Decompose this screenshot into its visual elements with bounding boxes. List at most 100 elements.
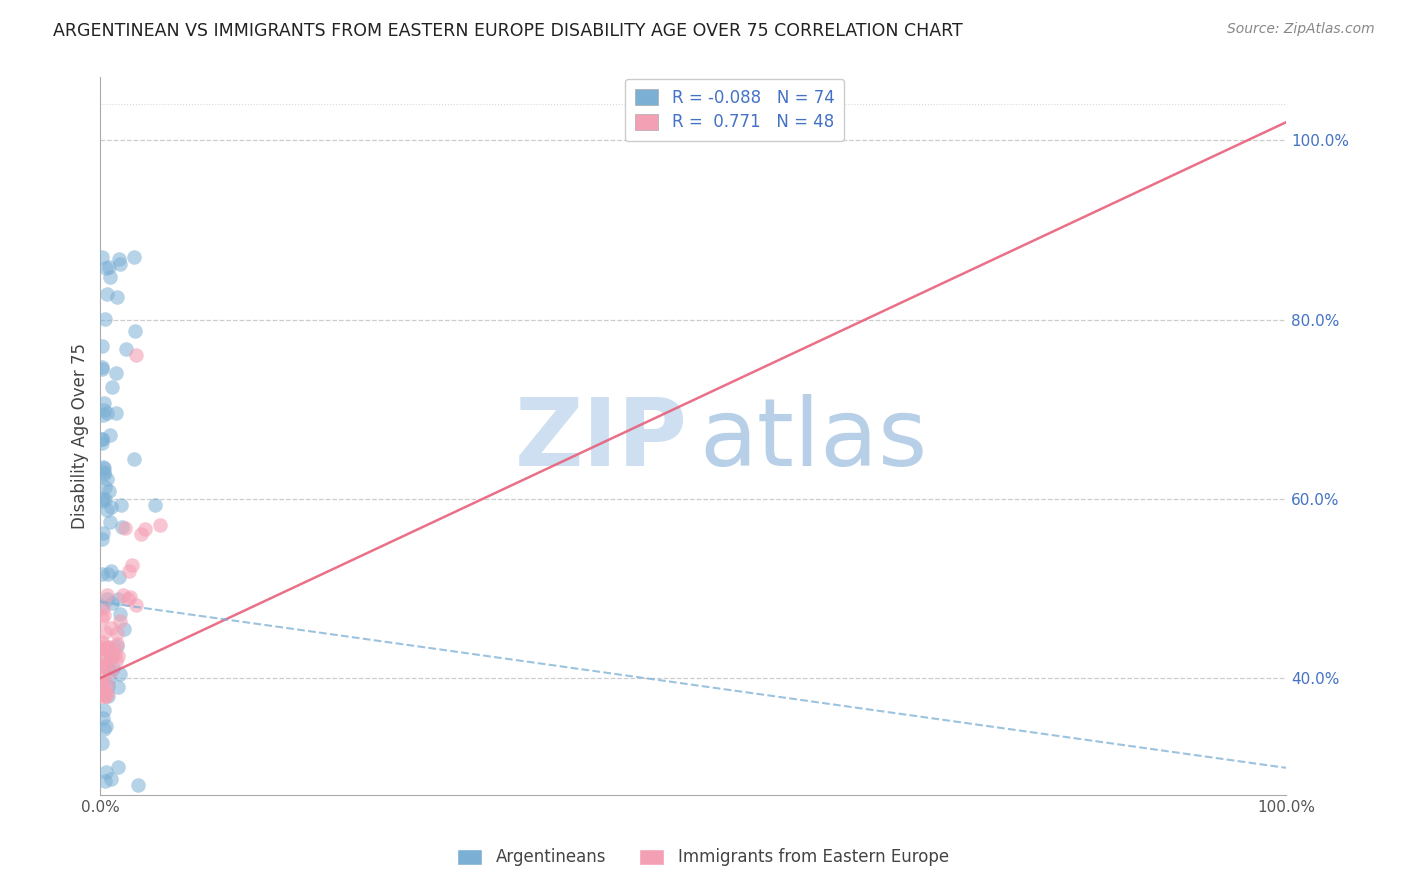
Point (91, 711, 114, 725)
Point (100, 564, 122, 578)
Point (101, 640, 124, 654)
Point (94, 689, 117, 703)
Point (100, 664, 122, 678)
Point (110, 498, 132, 512)
Point (94, 624, 117, 639)
Point (90, 436, 112, 450)
Point (148, 518, 170, 533)
Point (100, 772, 122, 786)
Point (96, 592, 118, 607)
Point (91, 491, 114, 506)
Point (120, 590, 142, 604)
Point (143, 498, 166, 512)
Point (122, 451, 145, 466)
Point (90, 677, 112, 691)
Point (107, 570, 129, 584)
Point (97, 566, 120, 581)
Point (90, 566, 112, 581)
Point (96, 472, 118, 486)
Point (96, 406, 118, 420)
Point (105, 625, 128, 640)
Point (93, 460, 115, 475)
Point (97, 483, 120, 498)
Point (90, 339, 112, 353)
Point (96, 641, 118, 656)
Point (127, 778, 149, 792)
Point (97, 640, 120, 654)
Point (124, 324, 146, 338)
Point (104, 647, 127, 661)
Point (114, 521, 136, 535)
Text: ZIP: ZIP (515, 393, 688, 485)
Point (90, 677, 112, 691)
Legend: Argentineans, Immigrants from Eastern Europe: Argentineans, Immigrants from Eastern Eu… (450, 842, 956, 873)
Point (93, 639, 115, 653)
Point (100, 650, 122, 665)
Point (112, 622, 135, 636)
Point (112, 588, 135, 602)
Point (93, 467, 115, 482)
Point (94, 311, 117, 326)
Point (93, 607, 115, 622)
Point (90, 361, 112, 376)
Point (93, 723, 115, 737)
Point (93, 661, 115, 675)
Point (105, 290, 128, 304)
Point (110, 614, 132, 628)
Point (104, 654, 127, 668)
Point (125, 598, 148, 612)
Point (90, 659, 112, 673)
Point (90, 250, 112, 264)
Point (93, 685, 115, 699)
Point (96, 689, 118, 703)
Point (94, 718, 117, 732)
Point (91, 460, 114, 475)
Point (98, 516, 121, 530)
Point (108, 257, 131, 271)
Point (98, 648, 121, 662)
Point (104, 406, 127, 420)
Point (90, 432, 112, 446)
Point (96, 588, 118, 602)
Point (96, 287, 118, 301)
Point (100, 596, 122, 610)
Point (93, 702, 115, 716)
Point (107, 252, 129, 266)
Point (90, 533, 112, 547)
Text: ARGENTINEAN VS IMMIGRANTS FROM EASTERN EUROPE DISABILITY AGE OVER 75 CORRELATION: ARGENTINEAN VS IMMIGRANTS FROM EASTERN E… (53, 22, 963, 40)
Point (97, 689, 120, 703)
Text: atlas: atlas (699, 393, 928, 485)
Point (97, 260, 120, 274)
Text: Source: ZipAtlas.com: Source: ZipAtlas.com (1227, 22, 1375, 37)
Point (107, 592, 129, 607)
Point (118, 565, 141, 579)
Point (100, 500, 122, 514)
Point (94, 260, 117, 275)
Point (129, 526, 152, 541)
Point (105, 639, 128, 653)
Point (107, 648, 129, 663)
Point (90, 611, 112, 625)
Point (93, 402, 115, 417)
Point (90, 736, 112, 750)
Point (98, 269, 121, 284)
Point (97, 671, 120, 685)
Point (111, 520, 134, 534)
Point (91, 408, 114, 422)
Point (91, 526, 114, 541)
Point (121, 558, 143, 572)
Point (117, 592, 139, 607)
Point (108, 607, 131, 622)
Point (96, 502, 118, 516)
Point (93, 465, 115, 479)
Point (97, 679, 120, 693)
Point (96, 640, 118, 655)
Point (90, 680, 112, 694)
Point (90, 658, 112, 673)
Point (90, 360, 112, 375)
Point (93, 651, 115, 665)
Point (107, 680, 129, 694)
Point (98, 428, 121, 442)
Point (91, 689, 114, 703)
Point (125, 348, 148, 362)
